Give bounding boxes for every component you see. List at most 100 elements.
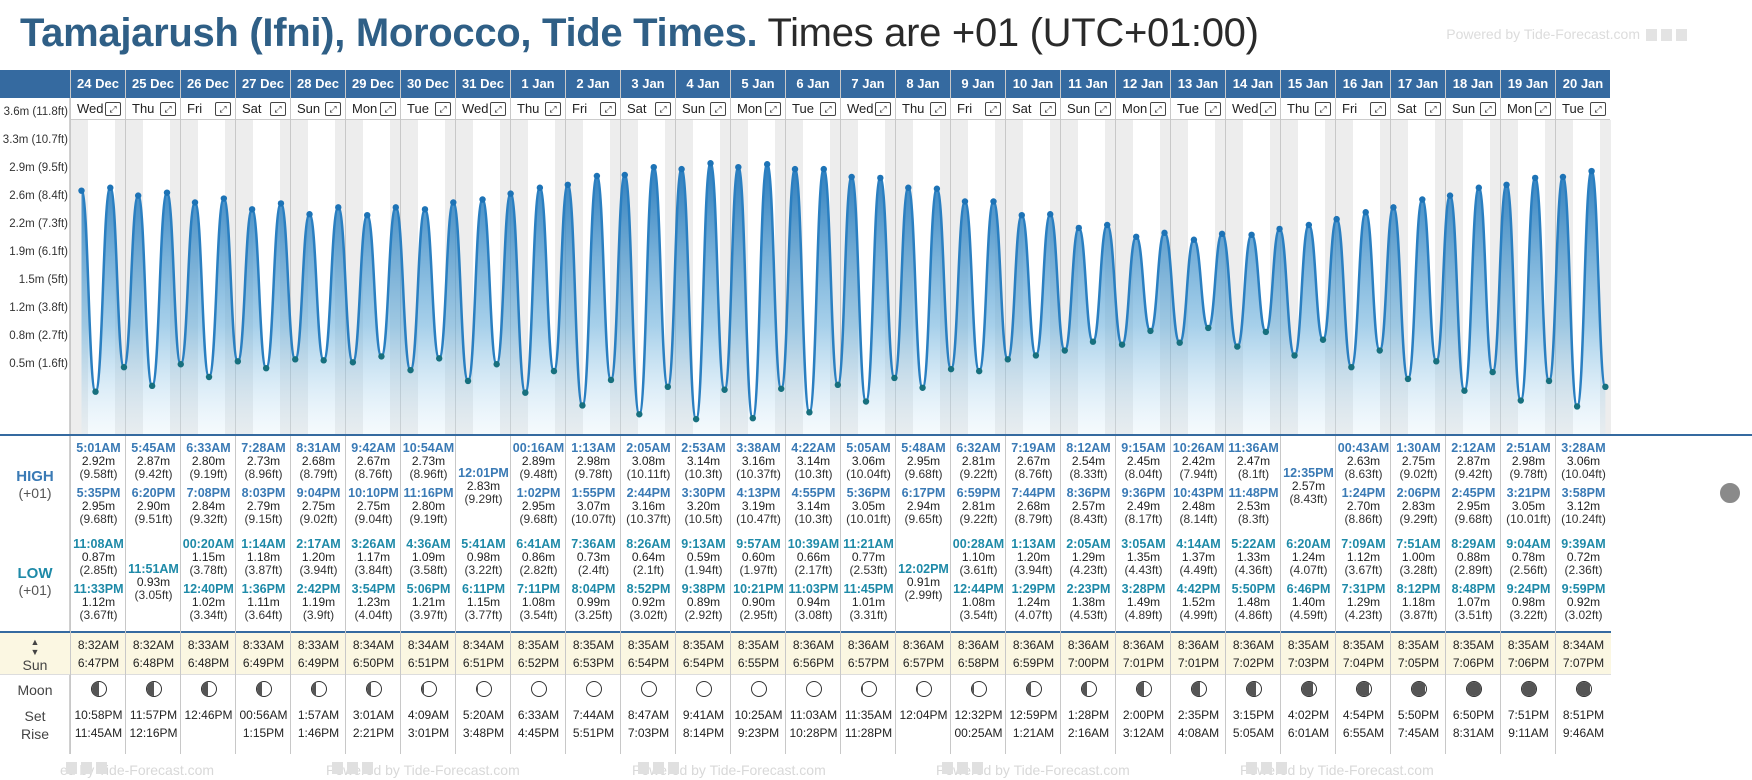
- expand-icon[interactable]: ⤢: [105, 102, 121, 116]
- weekday-label: Mon: [1122, 101, 1148, 116]
- night-shade: [1556, 120, 1573, 434]
- moon-phase-cell: [291, 677, 346, 702]
- sunset-time: 7:07PM: [1562, 656, 1605, 670]
- night-shade: [621, 120, 638, 434]
- moon-times-cell: 5:20AM 3:48PM: [456, 706, 511, 742]
- high-tide-cell: 12:01PM 2.83m (9.29ft): [456, 442, 511, 534]
- sunset-time: 7:01PM: [1177, 656, 1220, 670]
- low-time: 10:39AM: [787, 537, 840, 551]
- sunset-time: 6:50PM: [352, 656, 395, 670]
- moon-times-cell: 12:46PM: [181, 706, 236, 724]
- moon-shadow: [421, 682, 425, 696]
- high-height-m: 2.70m: [1346, 499, 1381, 513]
- high-tide-cell: 2:12AM 2.87m (9.42ft) 2:45PM 2.95m (9.68ft): [1446, 442, 1501, 534]
- moon-phase-cell: [511, 677, 566, 702]
- scroll-right-icon[interactable]: [1718, 481, 1742, 505]
- expand-icon[interactable]: ⤢: [765, 102, 781, 116]
- day-weekday: Tue ⤢: [1556, 98, 1610, 120]
- moon-shadow: [1521, 682, 1536, 696]
- sun-times-cell: 8:36AM 7:01PM: [1171, 631, 1226, 675]
- expand-icon[interactable]: ⤢: [270, 102, 286, 116]
- expand-icon[interactable]: ⤢: [655, 102, 671, 116]
- high-height-m: 2.42m: [1181, 454, 1216, 468]
- moonrise-time: 5:05AM: [1232, 726, 1275, 740]
- expand-icon[interactable]: ⤢: [820, 102, 836, 116]
- low-time: 7:09AM: [1341, 537, 1386, 551]
- moonrise-time: 1:15PM: [242, 726, 285, 740]
- expand-icon[interactable]: ⤢: [1150, 102, 1166, 116]
- low-height-ft: (4.59ft): [1289, 608, 1328, 622]
- expand-icon[interactable]: ⤢: [1480, 102, 1496, 116]
- high-height-m: 2.75m: [356, 499, 391, 513]
- expand-icon[interactable]: ⤢: [1260, 102, 1276, 116]
- high-time: 4:22AM: [791, 441, 836, 455]
- moon-shadow: [1356, 682, 1370, 696]
- low-height-ft: (3.31ft): [849, 608, 888, 622]
- moon-times-cell: 10:58PM 11:45AM: [71, 706, 126, 742]
- high-tide-cell: 7:28AM 2.73m (8.96ft) 8:03PM 2.79m (9.15ft): [236, 442, 291, 534]
- high-time: 8:31AM: [296, 441, 341, 455]
- day-column: 15 Jan Thu ⤢ 12:35PM 2.57m (8.43ft) 6:20AM 1.24…: [1280, 70, 1336, 754]
- day-plot: [1281, 120, 1336, 434]
- low-height-m: 0.98m: [466, 550, 501, 564]
- low-height-ft: (3.87ft): [1399, 608, 1438, 622]
- low-height-m: 0.64m: [631, 550, 666, 564]
- low-time: 8:04PM: [571, 582, 616, 596]
- moon-phase-cell: [841, 677, 896, 702]
- expand-icon[interactable]: ⤢: [545, 102, 561, 116]
- expand-icon[interactable]: ⤢: [160, 102, 176, 116]
- moon-phase-icon: [1355, 681, 1372, 697]
- low-height-m: 1.48m: [1236, 595, 1271, 609]
- moonset-time: 9:41AM: [682, 708, 725, 722]
- high-height-ft: (9.68ft): [904, 467, 943, 481]
- moon-times-cell: 3:01AM 2:21PM: [346, 706, 401, 742]
- high-height-ft: (8.04ft): [1124, 467, 1163, 481]
- expand-icon[interactable]: ⤢: [1040, 102, 1056, 116]
- expand-icon[interactable]: ⤢: [325, 102, 341, 116]
- high-time: 10:10PM: [348, 486, 399, 500]
- day-column: 13 Jan Tue ⤢ 10:26AM 2.42m (7.94ft) 10:43PM 2.4…: [1170, 70, 1226, 754]
- expand-icon[interactable]: ⤢: [600, 102, 616, 116]
- expand-icon[interactable]: ⤢: [1095, 102, 1111, 116]
- day-date: 7 Jan: [841, 70, 895, 98]
- high-height-ft: (10.24ft): [1561, 512, 1606, 526]
- high-height-m: 2.57m: [1071, 499, 1106, 513]
- expand-icon[interactable]: ⤢: [1205, 102, 1221, 116]
- day-weekday: Sun ⤢: [676, 98, 730, 120]
- low-height-ft: (3.94ft): [299, 563, 338, 577]
- sunrise-time: 8:35AM: [1452, 638, 1495, 652]
- expand-icon[interactable]: ⤢: [215, 102, 231, 116]
- low-height-ft: (2.92ft): [684, 608, 723, 622]
- day-date: 11 Jan: [1061, 70, 1115, 98]
- sunset-time: 6:51PM: [462, 656, 505, 670]
- expand-icon[interactable]: ⤢: [1590, 102, 1606, 116]
- expand-icon[interactable]: ⤢: [1425, 102, 1441, 116]
- moonrise-time: 1:21AM: [1012, 726, 1055, 740]
- expand-icon[interactable]: ⤢: [710, 102, 726, 116]
- high-time: 11:16PM: [403, 486, 454, 500]
- expand-icon[interactable]: ⤢: [930, 102, 946, 116]
- high-time: 11:48PM: [1228, 486, 1279, 500]
- expand-icon[interactable]: ⤢: [1315, 102, 1331, 116]
- high-height-m: 3.12m: [1566, 499, 1601, 513]
- weekday-label: Tue: [1177, 101, 1199, 116]
- moonset-time: 10:25AM: [734, 708, 783, 722]
- expand-icon[interactable]: ⤢: [435, 102, 451, 116]
- day-weekday: Fri ⤢: [566, 98, 620, 120]
- low-time: 11:51AM: [128, 562, 179, 576]
- low-time: 8:52PM: [626, 582, 671, 596]
- moon-phase-cell: [676, 677, 731, 702]
- high-height-ft: (8.3ft): [1237, 512, 1270, 526]
- low-height-m: 0.93m: [136, 575, 171, 589]
- expand-icon[interactable]: ⤢: [490, 102, 506, 116]
- expand-icon[interactable]: ⤢: [1535, 102, 1551, 116]
- expand-icon[interactable]: ⤢: [875, 102, 891, 116]
- moonrise-time: 3:01PM: [407, 726, 450, 740]
- expand-icon[interactable]: ⤢: [380, 102, 396, 116]
- high-time: 5:48AM: [901, 441, 946, 455]
- brand-icons: [332, 762, 376, 774]
- expand-icon[interactable]: ⤢: [1370, 102, 1386, 116]
- moon-phase-icon: [1465, 681, 1482, 697]
- high-height-m: 2.84m: [191, 499, 226, 513]
- expand-icon[interactable]: ⤢: [985, 102, 1001, 116]
